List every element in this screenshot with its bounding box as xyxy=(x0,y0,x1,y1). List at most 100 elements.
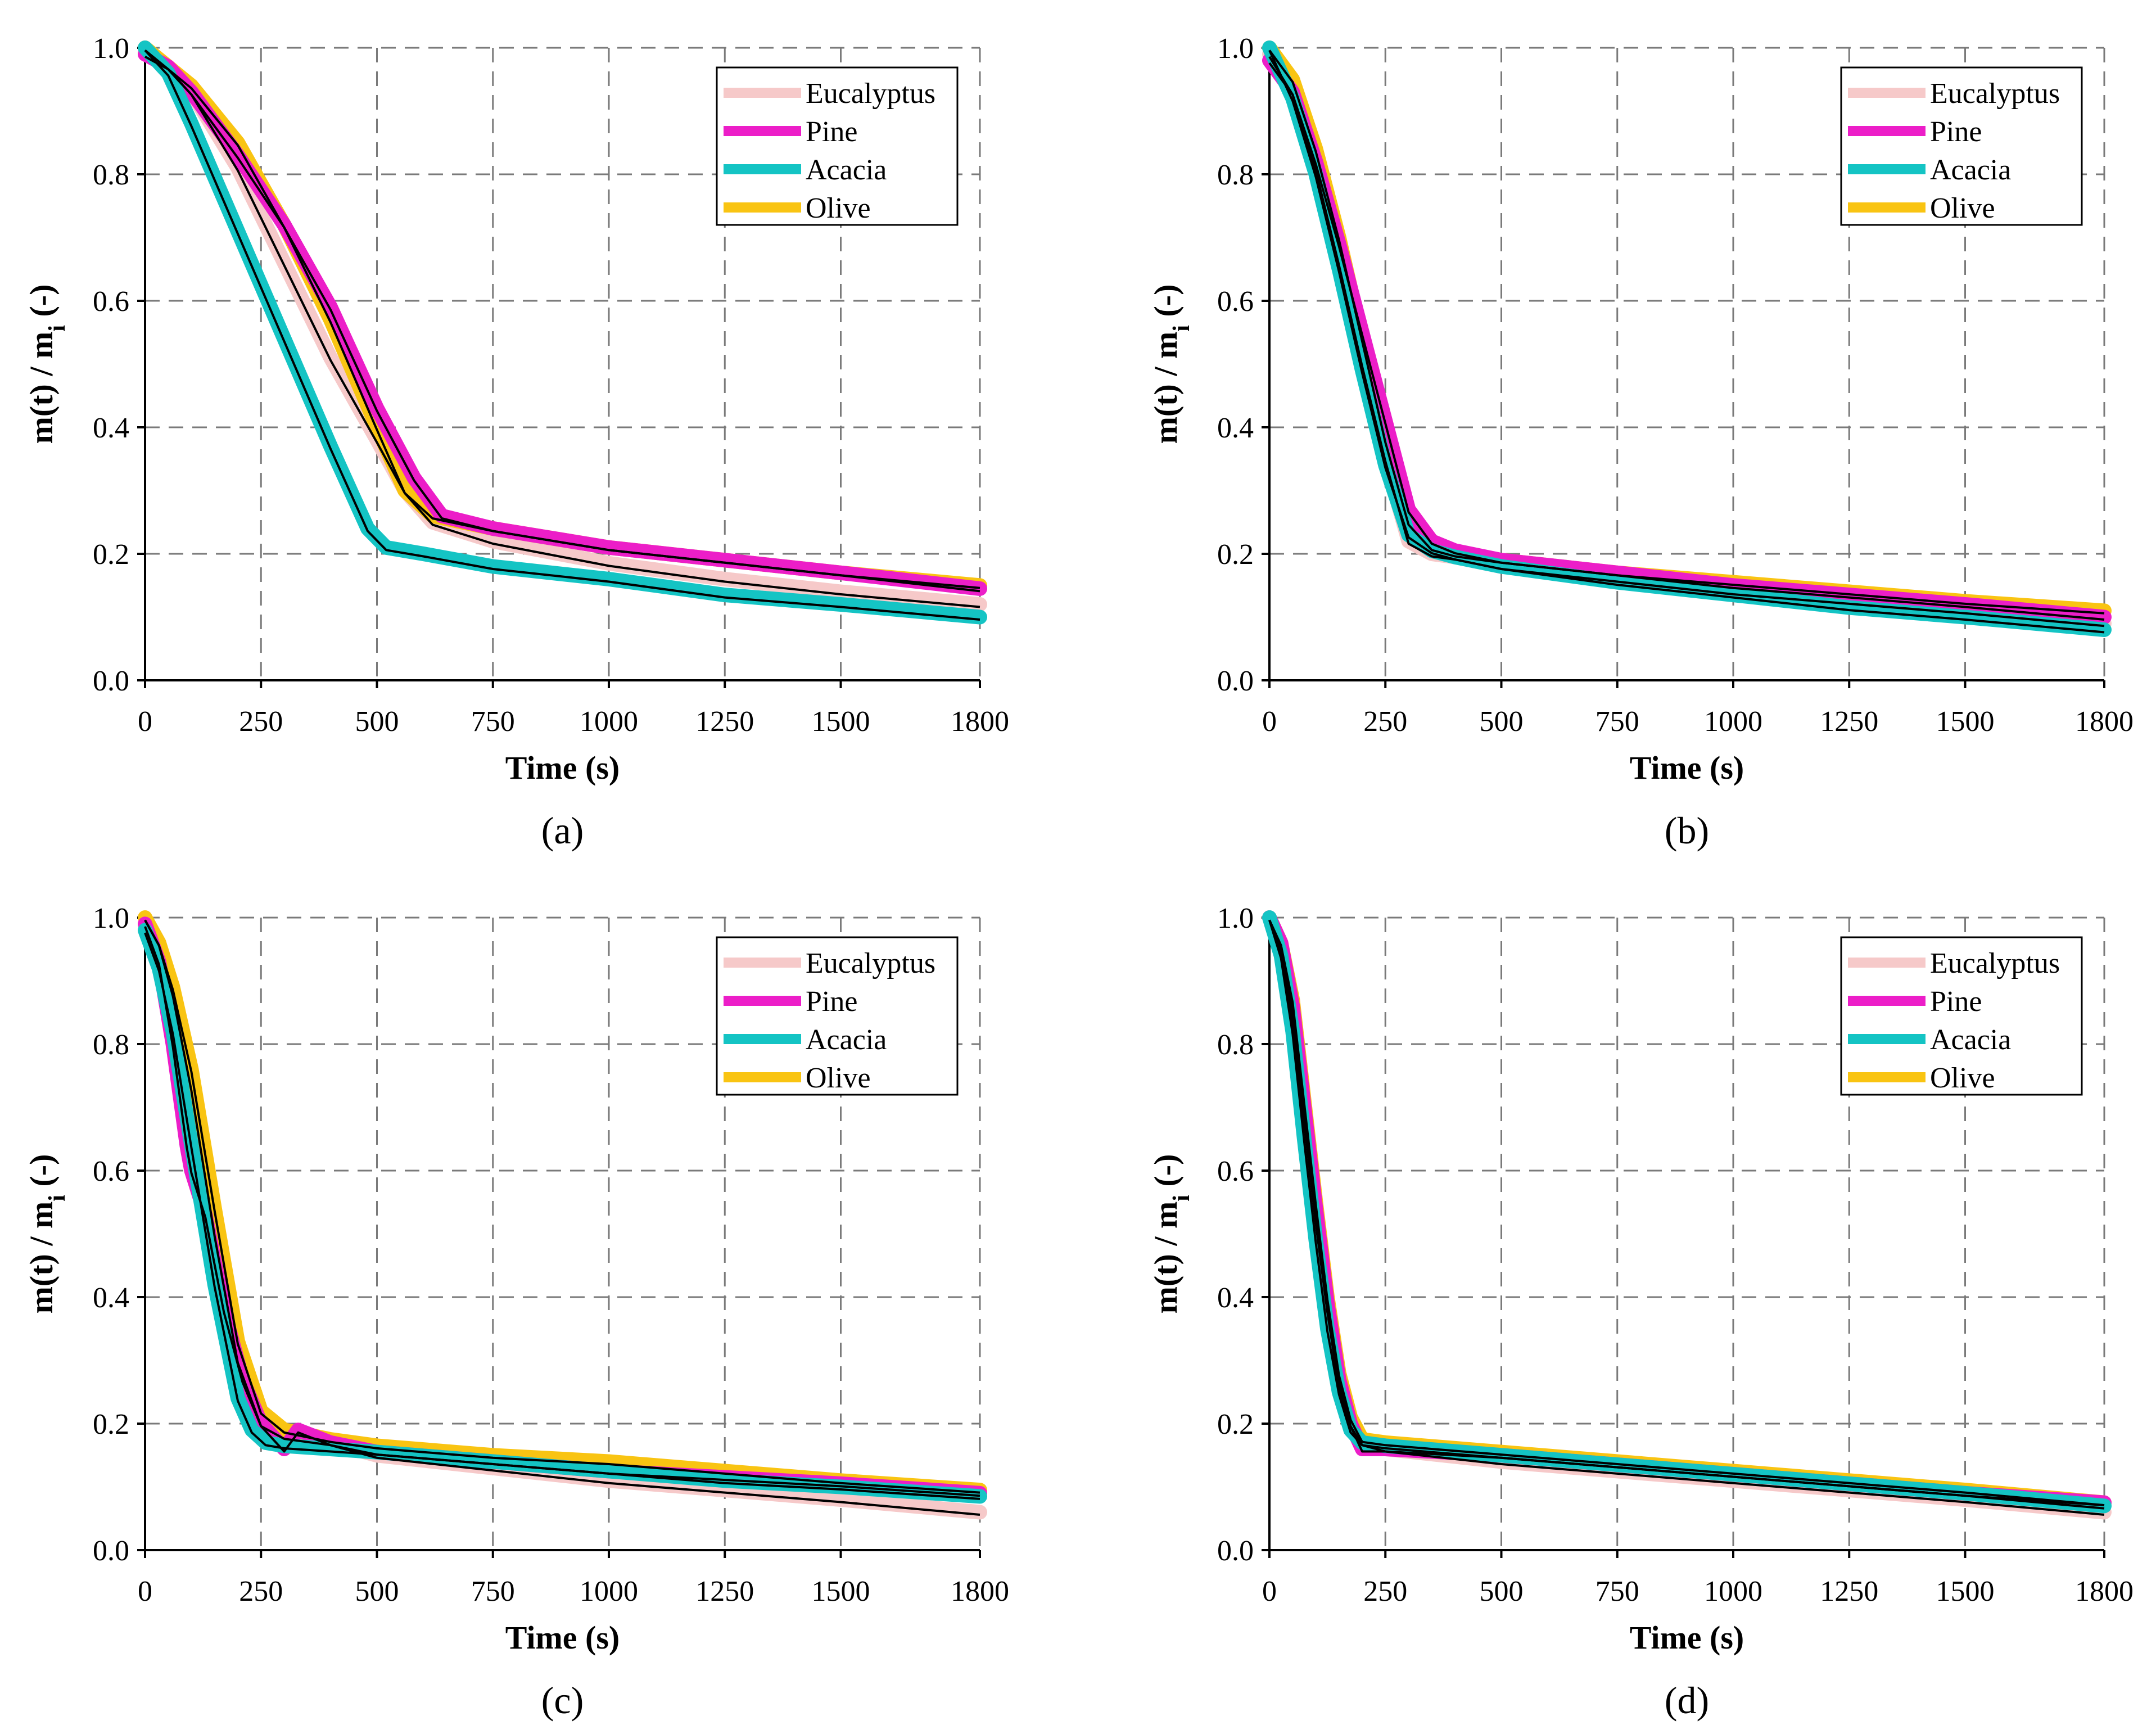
x-axis-title: Time (s) xyxy=(505,1619,620,1656)
y-tick-label: 0.6 xyxy=(93,1155,129,1187)
y-axis-title-main: m(t) / m xyxy=(1147,332,1184,444)
model-line-acacia xyxy=(144,49,980,621)
chart-panel-a: 0 250 500 750 1000 1250 1500 1800 0.0 0.2 0.4 0.6 0.… xyxy=(23,33,1009,852)
x-tick-label: 1250 xyxy=(1820,706,1878,738)
model-line-olive xyxy=(1268,919,2105,1507)
y-tick-label: 0.0 xyxy=(1217,665,1254,697)
legend-label-acacia: Acacia xyxy=(1930,154,2011,186)
y-axis-title: m(t) / mi (-) xyxy=(23,1154,70,1314)
legend-label-acacia: Acacia xyxy=(1930,1024,2011,1056)
y-tick-label: 1.0 xyxy=(1217,33,1254,65)
legend-label-olive: Olive xyxy=(1930,192,1995,224)
model-line-olive xyxy=(144,49,980,589)
x-tick-label: 500 xyxy=(1480,1575,1524,1607)
legend-label-pine: Pine xyxy=(806,986,857,1018)
legend-label-eucalyptus: Eucalyptus xyxy=(806,947,935,979)
x-axis-title: Time (s) xyxy=(1630,749,1744,786)
x-tick-label: 500 xyxy=(355,1575,399,1607)
y-axis-title-main: m(t) / m xyxy=(1147,1202,1184,1314)
x-tick-label: 1800 xyxy=(951,706,1009,738)
x-axis-title: Time (s) xyxy=(1630,1619,1744,1656)
y-axis-title: m(t) / mi (-) xyxy=(23,285,70,444)
y-axis-title-sub: i xyxy=(1169,325,1195,332)
legend-label-olive: Olive xyxy=(1930,1062,1995,1094)
x-tick-label: 1250 xyxy=(695,706,754,738)
y-tick-label: 0.0 xyxy=(1217,1535,1254,1567)
legend-label-pine: Pine xyxy=(1930,986,1982,1018)
x-tick-label: 1500 xyxy=(812,1575,870,1607)
x-tick-label: 750 xyxy=(471,706,515,738)
x-tick-label: 0 xyxy=(1262,1575,1277,1607)
x-tick-label: 250 xyxy=(1363,1575,1407,1607)
legend-label-pine: Pine xyxy=(1930,116,1982,148)
panel-label: (c) xyxy=(541,1679,584,1722)
x-tick-label: 0 xyxy=(138,706,152,738)
y-tick-label: 0.4 xyxy=(1217,412,1254,444)
model-line-eucalyptus xyxy=(1268,919,2105,1516)
y-axis-title-sub: i xyxy=(44,325,70,332)
legend-label-eucalyptus: Eucalyptus xyxy=(1930,78,2060,110)
x-tick-label: 1000 xyxy=(1704,1575,1762,1607)
x-tick-label: 1500 xyxy=(1936,706,1995,738)
model-line-olive xyxy=(144,919,980,1494)
y-tick-label: 0.0 xyxy=(93,1535,129,1567)
legend-label-olive: Olive xyxy=(806,1062,871,1094)
x-tick-label: 1800 xyxy=(2075,706,2134,738)
y-tick-label: 0.8 xyxy=(1217,159,1254,191)
x-tick-label: 1250 xyxy=(695,1575,754,1607)
panel-label: (d) xyxy=(1665,1679,1709,1722)
y-tick-label: 0.6 xyxy=(1217,1155,1254,1187)
legend-label-eucalyptus: Eucalyptus xyxy=(806,78,935,110)
x-tick-label: 1800 xyxy=(2075,1575,2134,1607)
x-tick-label: 750 xyxy=(471,1575,515,1607)
model-line-pine xyxy=(1268,62,2105,621)
y-axis-title-main: m(t) / m xyxy=(23,332,60,444)
y-tick-label: 0.2 xyxy=(93,1408,129,1440)
x-tick-label: 500 xyxy=(355,706,399,738)
y-axis-title-sub: i xyxy=(44,1195,70,1202)
y-axis-title: m(t) / mi (-) xyxy=(1147,1154,1195,1314)
y-axis-title-tail: (-) xyxy=(23,1154,60,1195)
legend-label-acacia: Acacia xyxy=(806,1024,887,1056)
chart-panel-c: 0 250 500 750 1000 1250 1500 1800 0.0 0.2 0.4 0.6 0.… xyxy=(23,902,1009,1722)
y-axis-title-tail: (-) xyxy=(23,285,60,325)
y-tick-label: 1.0 xyxy=(93,902,129,934)
series-line-pine xyxy=(138,47,987,596)
y-tick-label: 0.8 xyxy=(1217,1029,1254,1061)
y-axis-title-tail: (-) xyxy=(1147,1154,1184,1195)
legend-label-pine: Pine xyxy=(806,116,857,148)
x-tick-label: 1000 xyxy=(1704,706,1762,738)
y-tick-label: 0.2 xyxy=(1217,539,1254,571)
y-tick-label: 0.2 xyxy=(1217,1408,1254,1440)
x-tick-label: 1500 xyxy=(1936,1575,1995,1607)
panel-label: (a) xyxy=(541,809,584,852)
y-tick-label: 1.0 xyxy=(1217,902,1254,934)
x-tick-label: 1000 xyxy=(580,706,638,738)
y-tick-label: 0.6 xyxy=(93,286,129,318)
x-tick-label: 250 xyxy=(239,1575,283,1607)
x-tick-label: 750 xyxy=(1595,1575,1639,1607)
x-tick-label: 500 xyxy=(1480,706,1524,738)
model-line-eucalyptus xyxy=(144,49,980,608)
y-axis-title: m(t) / mi (-) xyxy=(1147,285,1195,444)
legend-label-acacia: Acacia xyxy=(806,154,887,186)
x-tick-label: 0 xyxy=(1262,706,1277,738)
model-line-acacia xyxy=(1268,919,2105,1510)
x-axis-title: Time (s) xyxy=(505,749,620,786)
x-tick-label: 1250 xyxy=(1820,1575,1878,1607)
y-tick-label: 0.2 xyxy=(93,539,129,571)
x-tick-label: 1000 xyxy=(580,1575,638,1607)
y-tick-label: 0.4 xyxy=(93,412,129,444)
x-tick-label: 750 xyxy=(1595,706,1639,738)
x-tick-label: 1800 xyxy=(951,1575,1009,1607)
y-axis-title-tail: (-) xyxy=(1147,285,1184,325)
y-tick-label: 1.0 xyxy=(93,33,129,65)
y-tick-label: 0.6 xyxy=(1217,286,1254,318)
panel-label: (b) xyxy=(1665,809,1709,852)
x-tick-label: 0 xyxy=(138,1575,152,1607)
chart-panel-b: 0 250 500 750 1000 1250 1500 1800 0.0 0.2 0.4 0.6 0.… xyxy=(1147,33,2134,852)
model-line-olive xyxy=(1268,49,2105,615)
model-line-eucalyptus xyxy=(144,919,980,1516)
y-tick-label: 0.8 xyxy=(93,1029,129,1061)
